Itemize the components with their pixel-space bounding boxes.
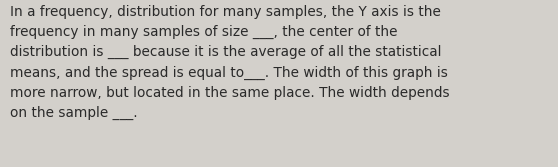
Text: In a frequency, distribution for many samples, the Y axis is the
frequency in ma: In a frequency, distribution for many sa… [10,5,450,120]
